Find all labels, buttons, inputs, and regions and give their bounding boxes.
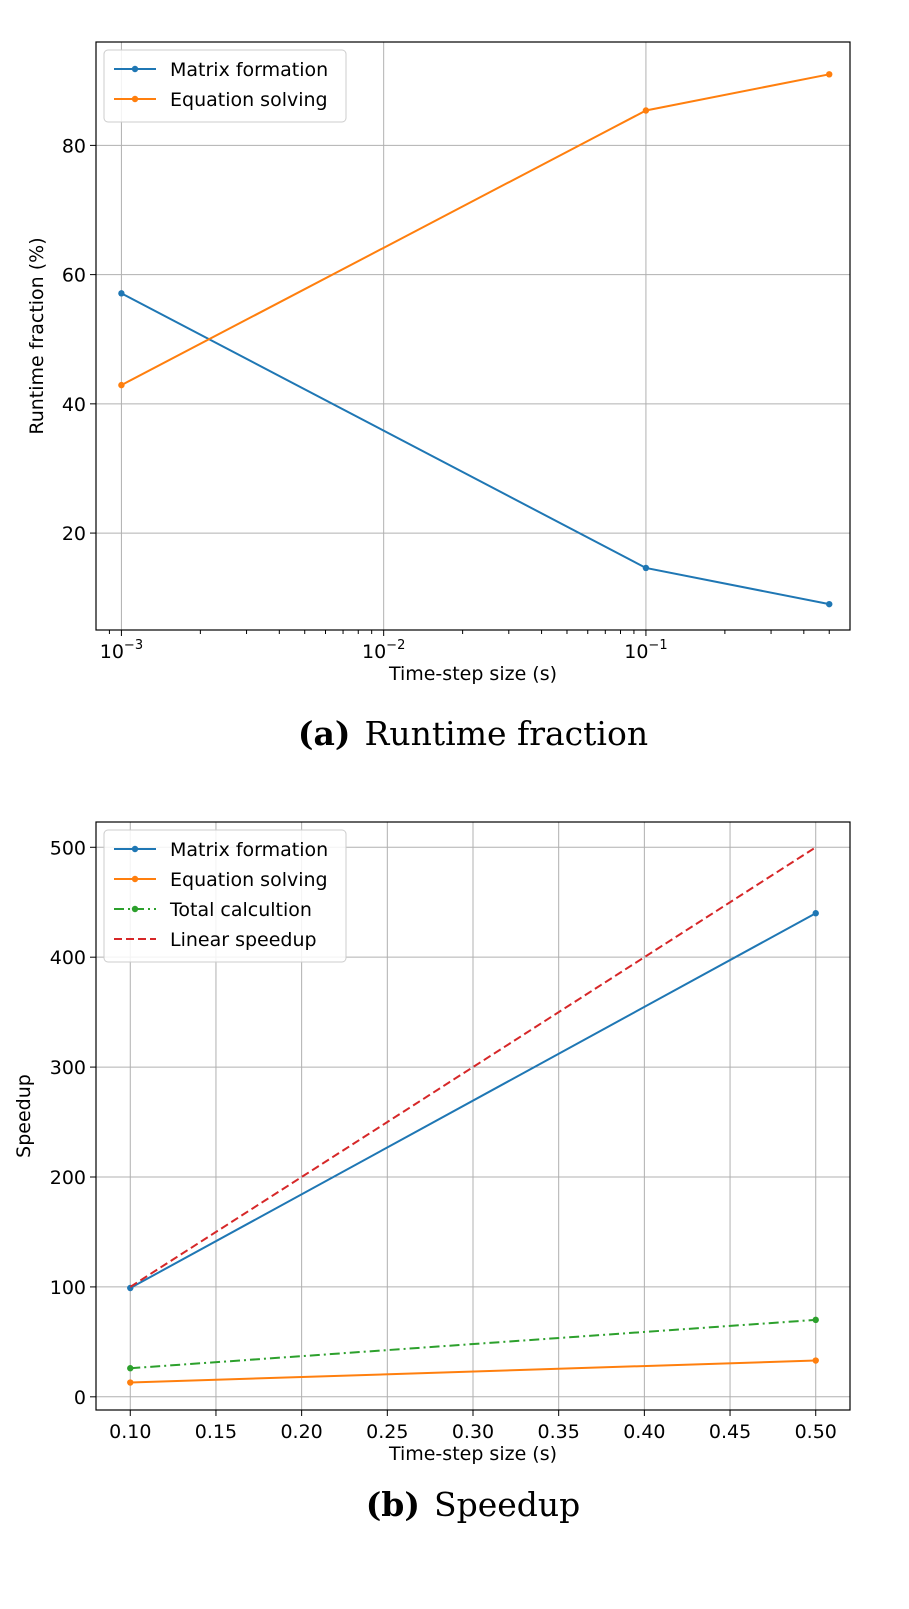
y-axis-label: Runtime fraction (%): [26, 237, 48, 434]
y-tick-label: 20: [62, 523, 86, 545]
legend-marker: [131, 95, 139, 103]
legend: Matrix formation Equation solving Total ca…: [103, 829, 347, 963]
data-point: [127, 1365, 134, 1372]
y-tick-label: 300: [50, 1057, 86, 1079]
series-equation-solving: [118, 71, 833, 389]
legend-label: Equation solving: [170, 869, 328, 891]
y-tick-label: 80: [62, 135, 86, 157]
series-line: [129, 912, 817, 1289]
x-tick-label: 10−3: [100, 638, 143, 663]
x-tick-label: 0.15: [195, 1421, 237, 1443]
series-matrix-formation: [118, 290, 833, 608]
x-axis-label: Time-step size (s): [388, 663, 557, 685]
legend-marker: [131, 65, 139, 73]
y-tick-label: 40: [62, 394, 86, 416]
data-point: [642, 564, 650, 572]
data-point: [118, 290, 125, 297]
data-point: [812, 1357, 819, 1364]
legend-item: Matrix formation: [114, 59, 328, 81]
series-line: [130, 1318, 816, 1370]
data-point: [642, 107, 650, 114]
legend-box: [103, 49, 347, 123]
legend-label: Matrix formation: [170, 59, 328, 81]
x-ticks: 0.10 0.15 0.20 0.25 0.30 0.35 0.40 0.45 0.50: [109, 1410, 837, 1443]
x-tick-label: 0.20: [280, 1421, 322, 1443]
y-ticks: 0 100 200 300 400 500: [50, 837, 96, 1409]
data-point: [812, 1316, 819, 1324]
legend-marker: [131, 875, 139, 883]
x-minor-ticks: [108, 630, 830, 634]
data-point: [826, 71, 833, 78]
series-linear-speedup: [129, 846, 817, 1288]
legend-item: Equation solving: [114, 89, 328, 111]
chart-speedup: 0.10 0.15 0.20 0.25 0.30 0.35 0.40 0.45 0.50 0 100…: [13, 821, 851, 1524]
legend-label: Linear speedup: [170, 929, 317, 951]
legend-label: Total calcultion: [169, 899, 312, 921]
caption-text: Speedup: [434, 1485, 580, 1524]
legend-label: Matrix formation: [170, 839, 328, 861]
plot-frame: [95, 41, 851, 631]
legend-item: Total calcultion: [114, 899, 312, 921]
x-ticks: 10−3 10−2 10−1: [100, 630, 668, 663]
y-tick-label: 0: [74, 1387, 86, 1409]
x-tick-label: 0.50: [795, 1421, 837, 1443]
legend-marker: [131, 845, 139, 853]
caption-text: Runtime fraction: [365, 714, 649, 753]
x-tick-label: 10−1: [624, 638, 667, 663]
legend-label: Equation solving: [170, 89, 328, 111]
x-axis-label: Time-step size (s): [388, 1443, 557, 1465]
legend-marker: [131, 905, 139, 913]
y-tick-label: 60: [62, 265, 86, 287]
y-tick-label: 100: [50, 1277, 86, 1299]
y-axis-label: Speedup: [13, 1074, 35, 1158]
data-point: [118, 381, 125, 389]
series-equation-solving: [127, 1357, 819, 1386]
y-tick-label: 200: [50, 1167, 86, 1189]
x-tick-label: 10−2: [362, 638, 405, 663]
legend: Matrix formation Equation solving: [103, 49, 347, 123]
x-tick-label: 0.30: [452, 1421, 494, 1443]
grid: [96, 822, 850, 1410]
figure-caption: (a) Runtime fraction: [298, 714, 648, 753]
data-point: [127, 1379, 134, 1386]
x-tick-label: 0.40: [623, 1421, 665, 1443]
legend-item: Matrix formation: [114, 839, 328, 861]
chart-runtime-fraction: 10−3 10−2 10−1 20 40 60 80 Time-step size (s) Ru…: [26, 41, 851, 753]
x-tick-label: 0.35: [538, 1421, 580, 1443]
legend-item: Linear speedup: [114, 929, 317, 951]
y-tick-label: 400: [50, 947, 86, 969]
data-point: [812, 910, 819, 917]
series-line: [130, 1359, 816, 1384]
x-tick-label: 0.45: [709, 1421, 751, 1443]
x-tick-label: 0.10: [109, 1421, 151, 1443]
x-tick-label: 0.25: [366, 1421, 408, 1443]
legend-box: [103, 829, 347, 963]
series-line: [129, 846, 817, 1288]
y-tick-label: 500: [50, 837, 86, 859]
grid: [96, 42, 850, 630]
caption-letter: (b): [366, 1485, 420, 1524]
data-point: [826, 600, 833, 608]
legend-item: Equation solving: [114, 869, 328, 891]
series-total-calcultion: [127, 1316, 819, 1372]
figure-caption: (b) Speedup: [366, 1485, 581, 1524]
series-line: [120, 292, 830, 606]
caption-letter: (a): [298, 714, 351, 753]
y-ticks: 20 40 60 80: [62, 135, 96, 545]
